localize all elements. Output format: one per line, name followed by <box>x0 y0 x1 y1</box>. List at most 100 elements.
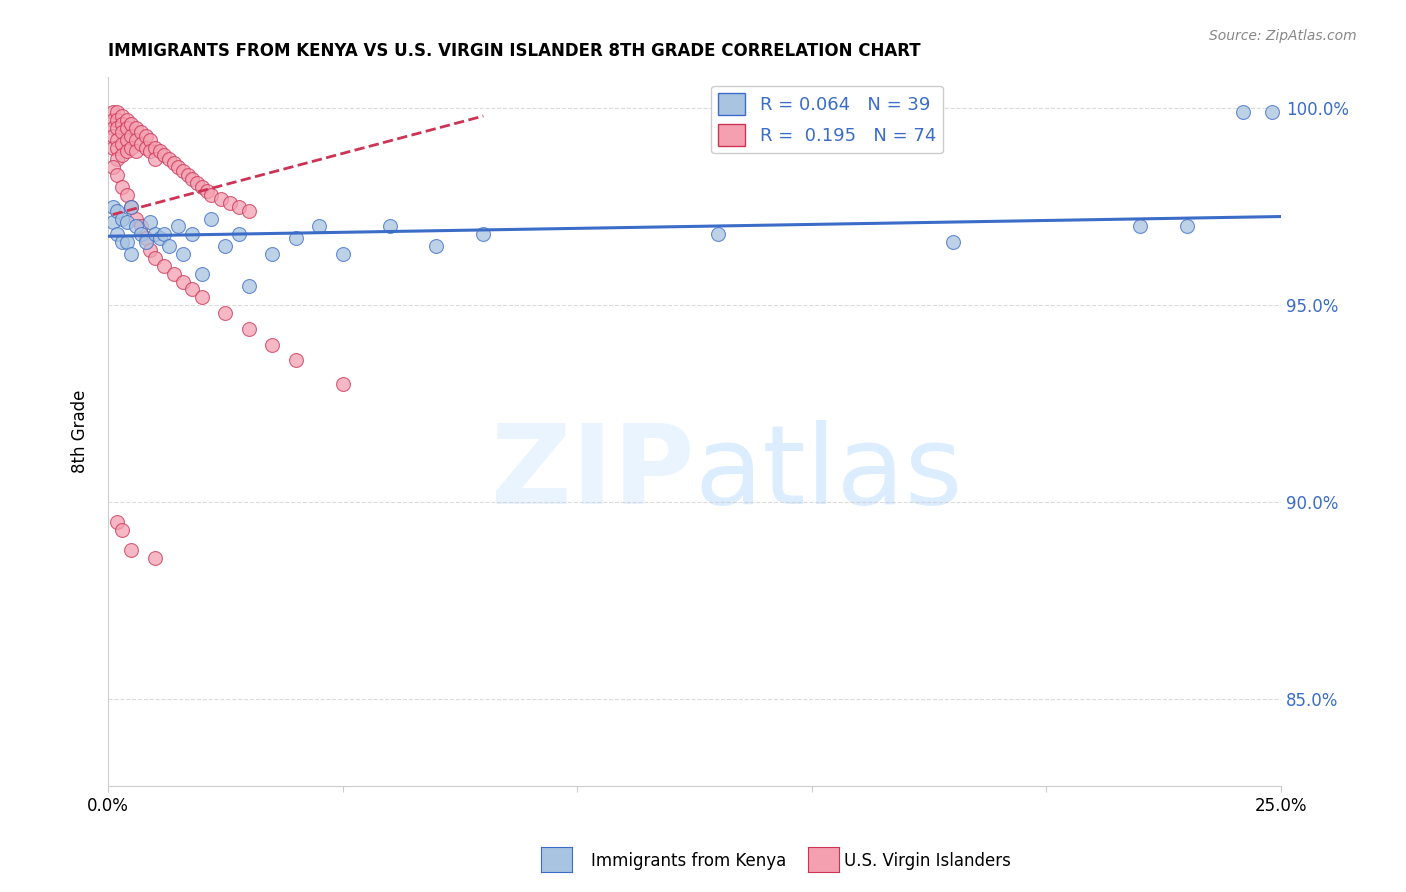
Point <box>111 523 134 537</box>
Point <box>219 195 242 210</box>
Point <box>284 231 307 245</box>
Point <box>105 168 128 182</box>
Point <box>143 153 166 167</box>
Point <box>191 267 214 281</box>
Point <box>214 306 236 320</box>
Point <box>120 200 142 214</box>
Point <box>425 239 447 253</box>
Point <box>105 140 128 154</box>
Point <box>200 187 222 202</box>
Point <box>149 145 172 159</box>
Point <box>332 247 354 261</box>
Point <box>167 219 190 234</box>
Text: Source: ZipAtlas.com: Source: ZipAtlas.com <box>1209 29 1357 43</box>
Point <box>228 200 250 214</box>
Point <box>120 247 142 261</box>
Point <box>172 164 194 178</box>
Point <box>308 219 330 234</box>
Point <box>101 105 124 120</box>
Point <box>472 227 495 242</box>
Point <box>115 215 138 229</box>
Point <box>111 180 134 194</box>
Point <box>139 145 162 159</box>
Point <box>181 283 204 297</box>
Point <box>105 203 128 218</box>
Point <box>143 140 166 154</box>
Point <box>125 219 148 234</box>
Point <box>129 227 152 242</box>
Point <box>135 235 157 249</box>
Point <box>378 219 401 234</box>
Point <box>105 515 128 529</box>
Point <box>101 200 124 214</box>
Point <box>125 133 148 147</box>
Point <box>186 176 208 190</box>
Point <box>941 235 963 249</box>
Point <box>139 215 162 229</box>
Point <box>105 105 128 120</box>
Point <box>111 148 134 162</box>
Point <box>139 243 162 257</box>
Point <box>120 128 142 143</box>
Point <box>1175 219 1198 234</box>
Point <box>105 120 128 135</box>
Point <box>707 227 730 242</box>
Point <box>115 187 138 202</box>
Point <box>135 231 157 245</box>
Point <box>101 112 124 127</box>
Point <box>191 180 214 194</box>
Point <box>115 235 138 249</box>
Point <box>120 140 142 154</box>
Point <box>101 128 124 143</box>
Point <box>209 192 232 206</box>
Point <box>153 227 176 242</box>
Point <box>139 133 162 147</box>
Point <box>284 353 307 368</box>
Point <box>157 153 180 167</box>
Point <box>105 133 128 147</box>
Point <box>111 235 134 249</box>
Y-axis label: 8th Grade: 8th Grade <box>72 390 89 473</box>
Point <box>111 117 134 131</box>
Point <box>115 145 138 159</box>
Text: U.S. Virgin Islanders: U.S. Virgin Islanders <box>844 852 1011 870</box>
Point <box>125 145 148 159</box>
Point <box>120 200 142 214</box>
Point <box>135 140 157 154</box>
Point <box>125 211 148 226</box>
Point <box>214 239 236 253</box>
Point <box>129 125 152 139</box>
Point <box>101 120 124 135</box>
Point <box>163 156 186 170</box>
Point <box>105 227 128 242</box>
Point <box>191 290 214 304</box>
Point <box>157 239 180 253</box>
Point <box>153 259 176 273</box>
Point <box>149 231 172 245</box>
Point <box>172 247 194 261</box>
Point <box>1260 105 1282 120</box>
Point <box>115 112 138 127</box>
Point <box>143 227 166 242</box>
Point <box>101 215 124 229</box>
Point <box>111 109 134 123</box>
Point <box>181 172 204 186</box>
Point <box>332 377 354 392</box>
Point <box>228 227 250 242</box>
Point <box>111 125 134 139</box>
Point <box>101 140 124 154</box>
Text: IMMIGRANTS FROM KENYA VS U.S. VIRGIN ISLANDER 8TH GRADE CORRELATION CHART: IMMIGRANTS FROM KENYA VS U.S. VIRGIN ISL… <box>108 42 921 60</box>
Point <box>172 275 194 289</box>
Point <box>120 117 142 131</box>
Point <box>105 112 128 127</box>
Point <box>200 211 222 226</box>
Point <box>125 120 148 135</box>
Point <box>105 153 128 167</box>
Point <box>111 136 134 151</box>
Point <box>262 247 284 261</box>
Point <box>115 120 138 135</box>
Point <box>153 148 176 162</box>
Point <box>129 136 152 151</box>
Point <box>167 161 190 175</box>
Point <box>1129 219 1152 234</box>
